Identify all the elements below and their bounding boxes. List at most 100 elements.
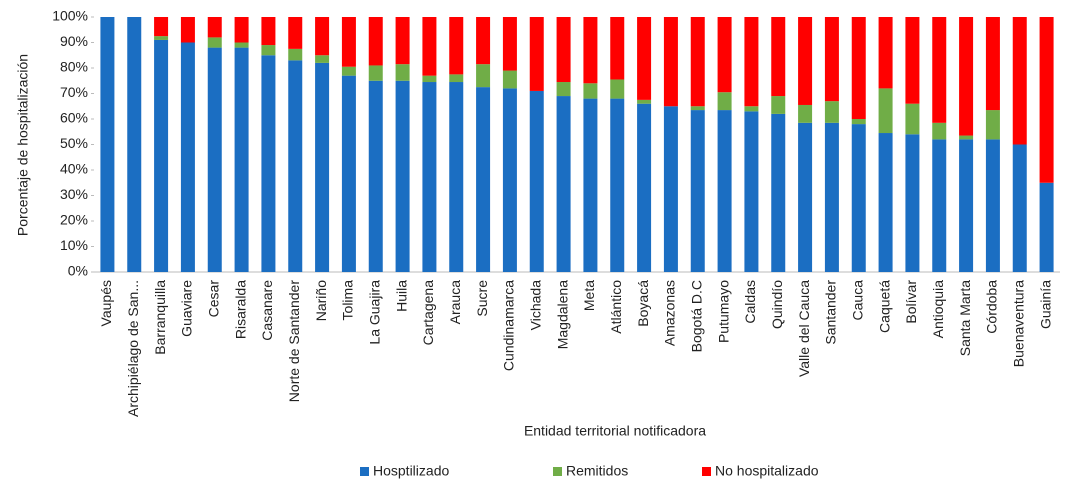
bar-segment: [690, 17, 705, 107]
bar-segment: [368, 65, 383, 81]
bar-segment: [341, 17, 356, 67]
bar-segment: [1039, 17, 1054, 183]
bar-segment: [744, 106, 759, 112]
bar-segment: [771, 17, 786, 97]
bar-segment: [154, 39, 169, 273]
x-tick-label: Risaralda: [232, 280, 248, 339]
x-tick-label: Buenaventura: [1010, 280, 1026, 367]
x-tick-label: Arauca: [447, 280, 463, 325]
bar-segment: [502, 17, 517, 71]
bar-segment: [905, 134, 920, 272]
bar-segment: [341, 66, 356, 76]
bar-segment: [932, 17, 947, 123]
bar-segment: [315, 17, 330, 56]
x-tick-label: Barranquilla: [152, 280, 168, 355]
bar-segment: [180, 17, 195, 43]
bar-segment: [878, 88, 893, 134]
bar-segment: [985, 139, 1000, 272]
bar-segment: [959, 17, 974, 136]
y-axis-title: Porcentaje de hospitalización: [15, 54, 31, 236]
bar-segment: [234, 42, 249, 48]
bar-segment: [905, 17, 920, 104]
x-tick-label: La Guajira: [366, 280, 382, 345]
bar-segment: [610, 17, 625, 80]
y-tick-label: 60%: [60, 110, 88, 126]
bar-segment: [154, 36, 169, 40]
bar-segment: [583, 17, 598, 84]
bar-segment: [610, 98, 625, 272]
x-tick-label: Putumayo: [715, 280, 731, 343]
bar-segment: [476, 17, 491, 65]
y-tick-label: 40%: [60, 161, 88, 177]
bar-segment: [422, 17, 437, 76]
bar-segment: [824, 17, 839, 102]
bar-segment: [100, 17, 115, 272]
x-tick-label: Archipiélago de San...: [125, 280, 141, 417]
bar-segment: [851, 124, 866, 272]
x-tick-label: Boyacá: [635, 280, 651, 327]
bar-segment: [207, 37, 222, 48]
x-axis-title: Entidad territorial notificadora: [524, 423, 706, 439]
bar-segment: [502, 70, 517, 89]
x-tick-label: Bogotá D.C: [688, 280, 704, 352]
bar-segment: [395, 64, 410, 81]
bar-segment: [663, 106, 678, 272]
bar-segment: [476, 64, 491, 88]
y-tick-label: 70%: [60, 84, 88, 100]
bar-segment: [288, 48, 303, 61]
bar-segment: [556, 17, 571, 83]
legend-label: Remitidos: [566, 463, 628, 479]
x-tick-label: Meta: [581, 280, 597, 311]
bar-segment: [395, 17, 410, 65]
bar-segment: [905, 103, 920, 135]
bar-segment: [824, 122, 839, 272]
bar-segment: [315, 62, 330, 273]
bar-segment: [583, 83, 598, 99]
x-tick-label: Huila: [393, 280, 409, 312]
bar-segment: [798, 17, 813, 105]
bar-segment: [261, 45, 276, 56]
bar-segment: [690, 110, 705, 272]
bar-segment: [556, 96, 571, 272]
y-tick-label: 20%: [60, 212, 88, 228]
x-tick-label: Vichada: [527, 280, 543, 331]
bar-segment: [798, 122, 813, 272]
y-tick-label: 90%: [60, 33, 88, 49]
bar-segment: [717, 110, 732, 272]
y-tick-label: 100%: [52, 8, 88, 24]
bar-segment: [234, 47, 249, 272]
bar-segment: [824, 101, 839, 123]
bar-segment: [422, 82, 437, 273]
x-tick-label: Magdalena: [554, 280, 570, 349]
bar-segment: [529, 17, 544, 91]
bar-segment: [1039, 182, 1054, 272]
legend-swatch: [360, 467, 369, 476]
x-tick-label: Caquetá: [876, 280, 892, 333]
bar-segment: [288, 17, 303, 49]
bar-segment: [663, 17, 678, 107]
bar-segment: [180, 42, 195, 272]
bar-segment: [395, 80, 410, 272]
bar-segment: [744, 17, 759, 107]
bar-segment: [449, 74, 464, 83]
y-tick-label: 0%: [68, 263, 88, 279]
bar-segment: [261, 55, 276, 272]
bar-segment: [476, 87, 491, 272]
bar-segment: [207, 47, 222, 272]
bar-segment: [502, 88, 517, 273]
bar-segment: [315, 55, 330, 63]
x-tick-label: Norte de Santander: [286, 280, 302, 403]
bar-segment: [368, 80, 383, 272]
bar-segment: [422, 75, 437, 83]
bar-segment: [261, 17, 276, 46]
x-tick-label: Nariño: [313, 280, 329, 321]
bar-segment: [234, 17, 249, 43]
bar-segment: [771, 96, 786, 114]
bar-segment: [717, 17, 732, 93]
x-tick-label: Cartagena: [420, 280, 436, 346]
x-tick-label: Valle del Cauca: [796, 280, 812, 377]
bar-segment: [878, 133, 893, 272]
legend-label: No hospitalizado: [715, 463, 819, 479]
bar-segment: [341, 75, 356, 273]
